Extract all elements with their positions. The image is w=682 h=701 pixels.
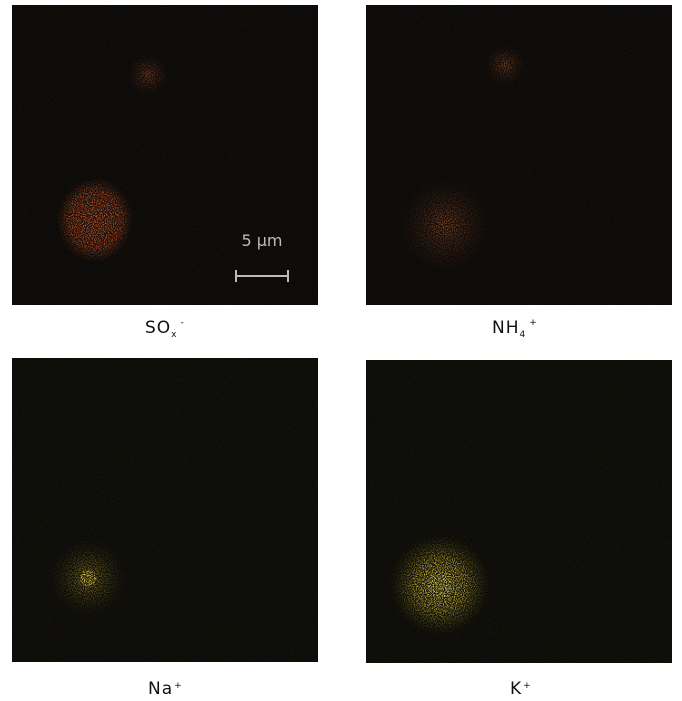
panel-label: Na+ (148, 679, 183, 699)
panel-label: K+ (510, 679, 532, 699)
label-part: SO (145, 318, 171, 338)
label-part: NH (492, 318, 520, 338)
label-part: 4 (520, 330, 527, 340)
panel-label: NH4+ (492, 318, 538, 340)
label-part: - (181, 318, 185, 328)
panel-so: 5 μm (12, 5, 318, 305)
label-part: + (529, 318, 538, 328)
figure: 5 μm SOx- NH4+ Na+ K+ (0, 0, 682, 701)
panel-k (366, 360, 672, 663)
label-part: K (510, 679, 522, 699)
label-part: Na (148, 679, 173, 699)
label-part: + (174, 681, 183, 691)
panel-na (12, 358, 318, 662)
scale-bar-label: 5 μm (241, 231, 282, 250)
panel-label: SOx- (145, 318, 185, 340)
label-part: + (523, 681, 532, 691)
panel-nh4 (366, 5, 672, 305)
label-part: x (171, 330, 177, 340)
